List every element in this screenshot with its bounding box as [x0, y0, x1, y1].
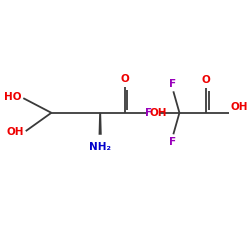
Text: F: F [168, 136, 176, 146]
Text: OH: OH [230, 102, 248, 112]
Text: O: O [202, 75, 211, 85]
Text: O: O [120, 74, 129, 84]
Polygon shape [98, 113, 102, 135]
Text: F: F [168, 79, 176, 89]
Text: F: F [145, 108, 152, 118]
Text: HO: HO [4, 92, 21, 102]
Text: OH: OH [150, 108, 167, 118]
Text: OH: OH [6, 127, 24, 137]
Text: NH₂: NH₂ [89, 142, 111, 152]
